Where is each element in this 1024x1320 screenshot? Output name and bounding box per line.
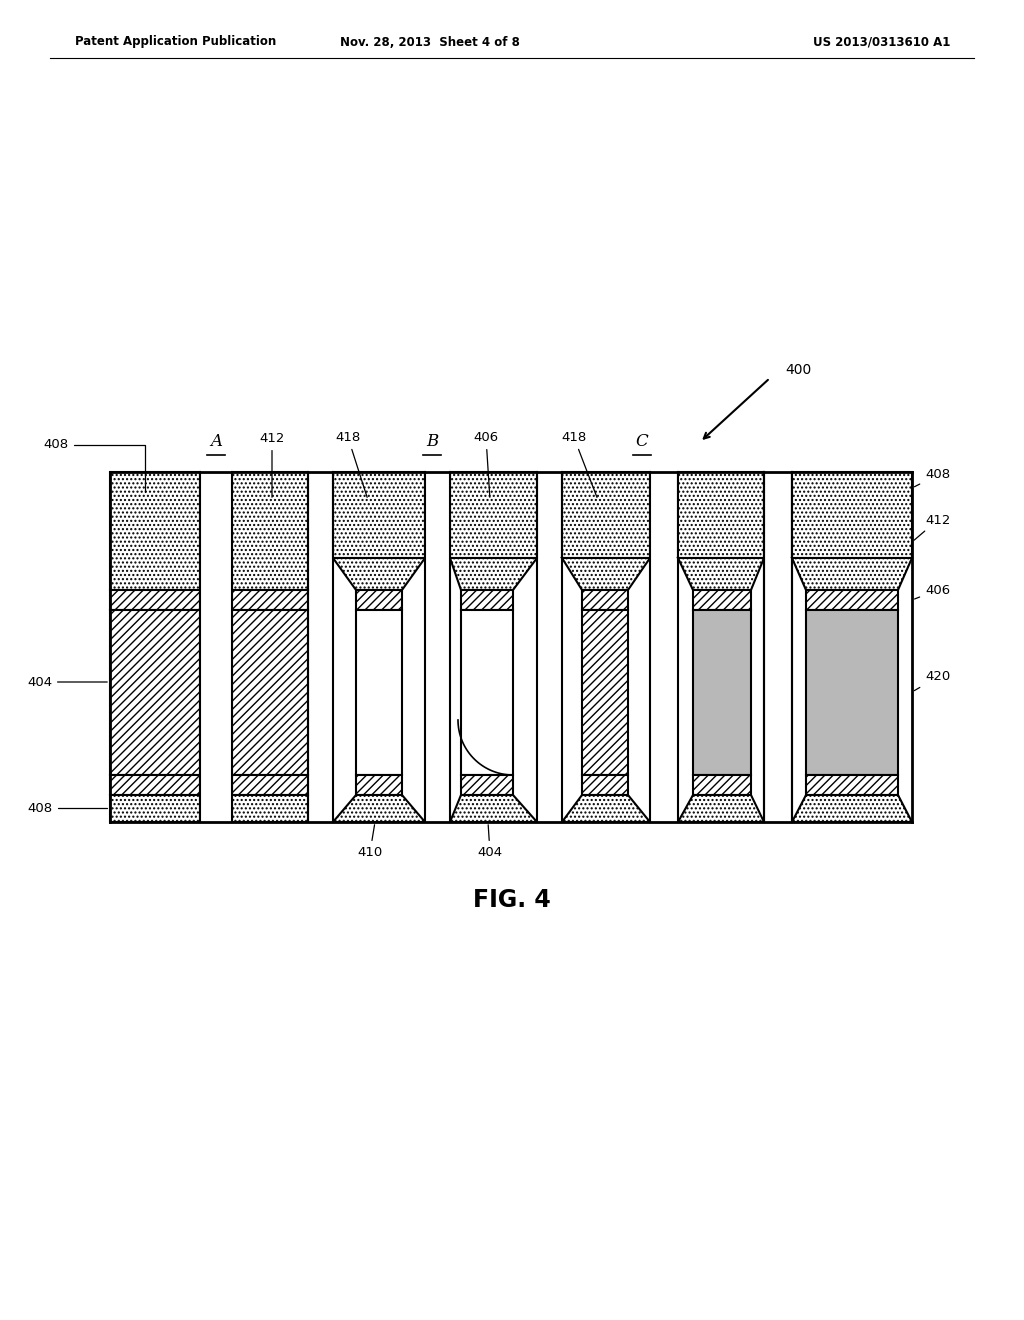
Bar [582, 775, 628, 795]
Bar [110, 610, 200, 775]
Text: 408: 408 [43, 438, 145, 492]
Bar [333, 473, 425, 558]
Polygon shape [562, 558, 650, 590]
Text: B: B [426, 433, 438, 450]
Bar [678, 473, 764, 558]
Bar [461, 590, 513, 610]
Bar [232, 775, 308, 795]
Bar [562, 473, 650, 558]
Bar [792, 473, 912, 558]
Bar [232, 590, 308, 610]
Polygon shape [678, 795, 764, 822]
Bar [200, 473, 232, 822]
Text: A: A [210, 433, 222, 450]
Text: 418: 418 [336, 432, 368, 498]
Polygon shape [333, 795, 425, 822]
Bar [582, 610, 628, 775]
Bar [425, 473, 450, 822]
Bar [356, 590, 402, 610]
Bar [764, 473, 792, 822]
Bar [110, 775, 200, 795]
Text: 408: 408 [914, 469, 950, 487]
Polygon shape [678, 558, 764, 590]
Bar [582, 590, 628, 610]
Bar [693, 775, 751, 795]
Text: 404: 404 [477, 825, 503, 859]
Bar [806, 775, 898, 795]
Bar [110, 590, 200, 610]
Text: 408: 408 [27, 801, 108, 814]
Text: 418: 418 [561, 432, 597, 498]
Text: Nov. 28, 2013  Sheet 4 of 8: Nov. 28, 2013 Sheet 4 of 8 [340, 36, 520, 49]
Text: 412: 412 [914, 513, 950, 540]
Bar [356, 775, 402, 795]
Polygon shape [333, 558, 425, 590]
Polygon shape [792, 558, 912, 590]
Text: C: C [636, 433, 648, 450]
Bar [650, 473, 678, 822]
Text: 404: 404 [27, 676, 108, 689]
Polygon shape [792, 795, 912, 822]
Bar [806, 590, 898, 610]
Bar [693, 590, 751, 610]
Text: 406: 406 [473, 432, 499, 498]
Text: 410: 410 [357, 825, 383, 859]
Text: 420: 420 [914, 671, 950, 690]
Bar [693, 610, 751, 775]
Bar [232, 795, 308, 822]
Bar [232, 610, 308, 775]
Bar [232, 473, 308, 590]
Text: 400: 400 [785, 363, 811, 378]
Text: FIG. 4: FIG. 4 [473, 888, 551, 912]
Text: 412: 412 [259, 432, 285, 498]
Text: Patent Application Publication: Patent Application Publication [75, 36, 276, 49]
Polygon shape [562, 795, 650, 822]
Bar [110, 795, 200, 822]
Bar [806, 610, 898, 775]
Bar [461, 610, 513, 775]
Bar [356, 610, 402, 775]
Bar [110, 473, 200, 590]
Bar [450, 473, 537, 558]
Text: 406: 406 [914, 583, 950, 599]
Polygon shape [450, 795, 537, 822]
Bar [461, 775, 513, 795]
Text: US 2013/0313610 A1: US 2013/0313610 A1 [813, 36, 950, 49]
Polygon shape [450, 558, 537, 590]
